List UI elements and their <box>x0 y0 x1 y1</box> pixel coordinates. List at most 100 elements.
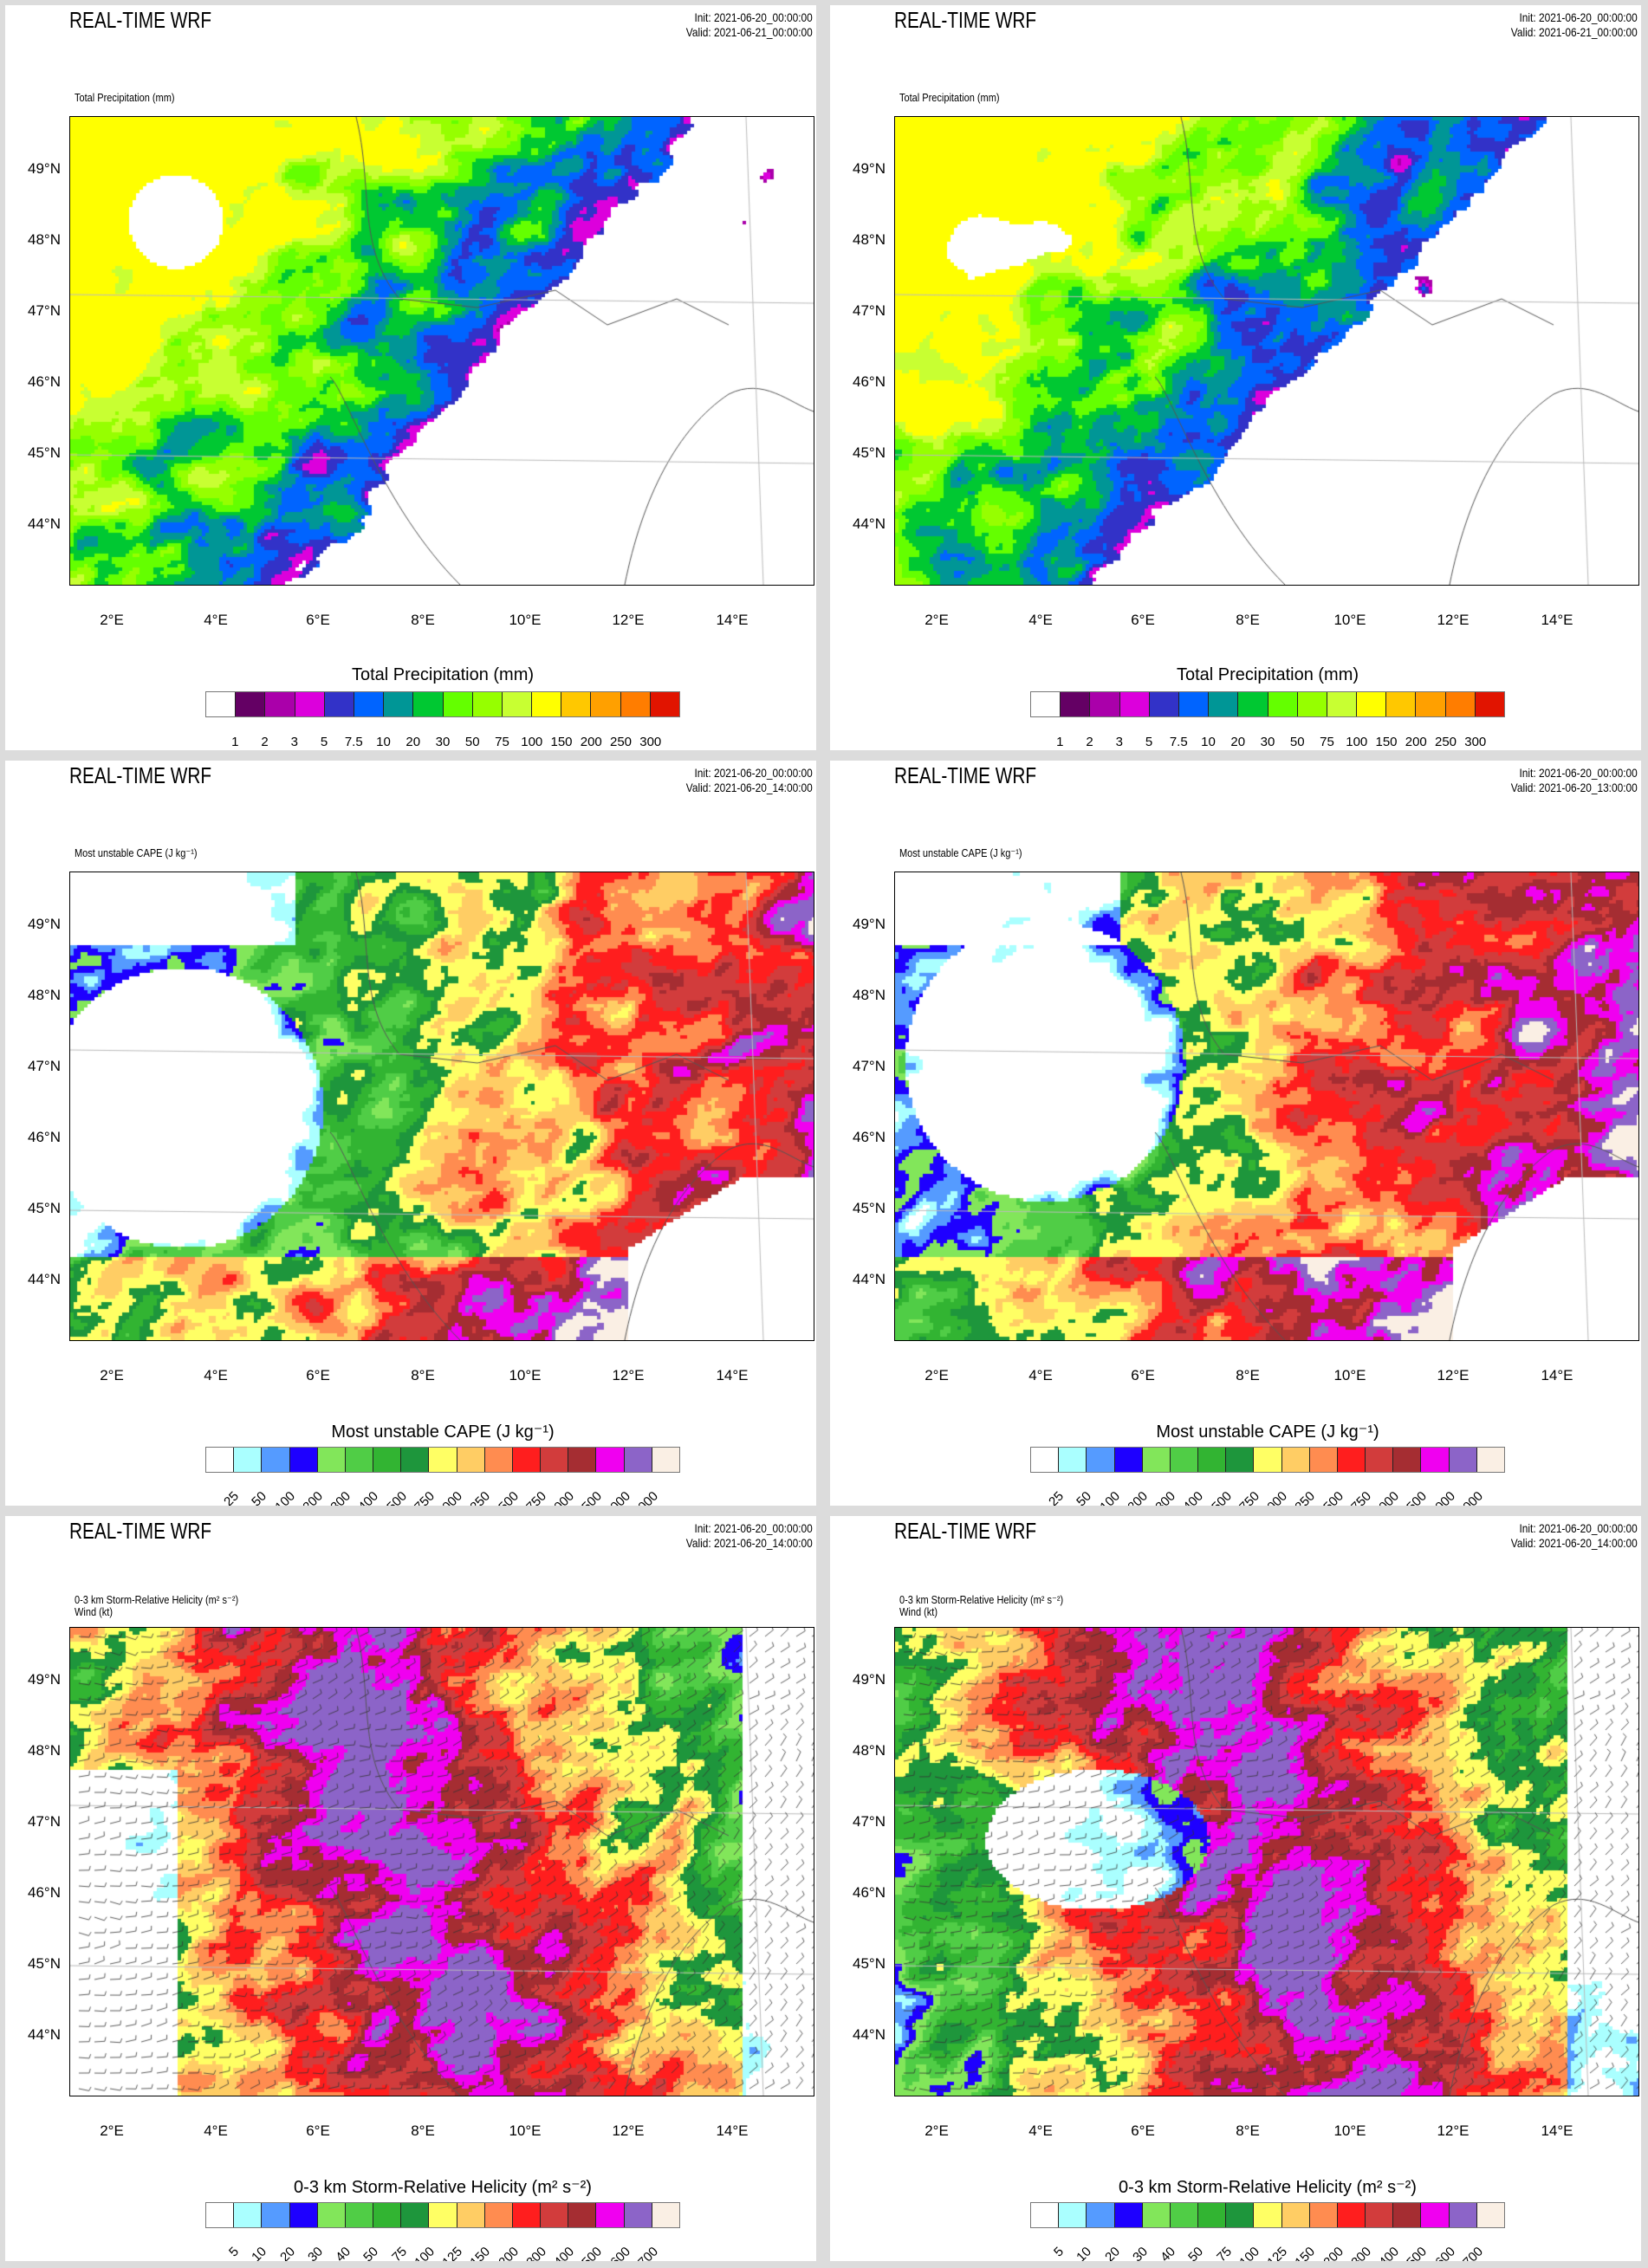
colorbar-swatch <box>541 1448 569 1472</box>
colorbar-swatch <box>1059 1448 1087 1472</box>
field-name: Total Precipitation (mm) <box>899 92 1000 104</box>
colorbar-swatch <box>1238 692 1268 716</box>
colorbar-tick-label: 50 <box>1289 735 1305 749</box>
latitude-label: 46°N <box>853 1129 886 1145</box>
longitude-label: 12°E <box>1437 1367 1470 1383</box>
colorbar-swatch <box>373 1448 402 1472</box>
colorbar-swatch <box>1031 692 1061 716</box>
map-field-canvas[interactable] <box>70 1628 814 2096</box>
longitude-label: 14°E <box>716 2122 749 2139</box>
colorbar <box>205 691 680 717</box>
longitude-label: 6°E <box>1131 2122 1155 2139</box>
longitude-label: 10°E <box>509 612 542 628</box>
map-panel-cape-2: REAL-TIME WRF Init: 2021-06-20_00:00:00 Va… <box>830 761 1641 1506</box>
map-field-canvas[interactable] <box>70 117 814 585</box>
colorbar-swatch <box>1061 692 1091 716</box>
field-name: Total Precipitation (mm) <box>75 92 175 104</box>
field-name: Most unstable CAPE (J kg⁻¹) <box>75 847 198 859</box>
latitude-label: 46°N <box>28 1129 61 1145</box>
colorbar-tick-label: 1750 <box>1343 1488 1374 1506</box>
colorbar-tick-label: 75 <box>1213 2244 1235 2261</box>
panel-title: REAL-TIME WRF <box>894 762 1037 788</box>
colorbar-tick-label: 20 <box>276 2244 298 2261</box>
colorbar-tick-label: 30 <box>1260 735 1275 749</box>
latitude-label: 49°N <box>28 916 61 932</box>
map-plot-area[interactable] <box>894 1627 1639 2096</box>
colorbar-tick-label: 200 <box>1125 1488 1151 1506</box>
longitude-label: 2°E <box>100 2122 124 2139</box>
map-plot-area[interactable] <box>894 872 1639 1341</box>
colorbar-swatch <box>1031 2203 1060 2227</box>
legend-title: Total Precipitation (mm) <box>1176 665 1359 684</box>
colorbar-tick-label: 700 <box>635 2244 661 2261</box>
colorbar-tick-label: 300 <box>1464 735 1487 749</box>
init-time: Init: 2021-06-20_00:00:00 <box>1519 10 1638 24</box>
longitude-label: 8°E <box>1236 2122 1260 2139</box>
colorbar-swatch <box>289 2203 318 2227</box>
longitude-label: 10°E <box>1333 2122 1366 2139</box>
map-panel-cape-1: REAL-TIME WRF Init: 2021-06-20_00:00:00 Va… <box>5 761 816 1506</box>
longitude-label: 8°E <box>411 1367 435 1383</box>
colorbar-swatch <box>384 692 414 716</box>
colorbar-tick-label: 50 <box>1074 1488 1095 1506</box>
colorbar-tick-label: 75 <box>1320 735 1334 749</box>
map-plot-area[interactable] <box>69 872 814 1341</box>
field-name: 0-3 km Storm-Relative Helicity (m² s⁻²) <box>75 1594 239 1606</box>
colorbar-swatch <box>1114 1448 1143 1472</box>
colorbar-tick-label: 3 <box>290 735 298 749</box>
latitude-label: 47°N <box>28 302 61 319</box>
colorbar-tick-label: 2000 <box>546 1488 578 1506</box>
colorbar-swatch <box>295 692 325 716</box>
map-plot-area[interactable] <box>69 1627 814 2096</box>
colorbar-swatch <box>1309 2203 1338 2227</box>
colorbar-tick-label: 2 <box>261 735 269 749</box>
colorbar-swatch <box>413 692 444 716</box>
colorbar-tick-label: 75 <box>495 735 509 749</box>
colorbar-swatch <box>457 1448 485 1472</box>
colorbar-swatch <box>1254 1448 1282 1472</box>
latitude-label: 45°N <box>28 1200 61 1216</box>
colorbar-tick-label: 300 <box>328 1488 354 1506</box>
colorbar-swatch <box>1226 1448 1255 1472</box>
colorbar-swatch <box>401 2203 430 2227</box>
legend-title: Most unstable CAPE (J kg⁻¹) <box>1156 1422 1379 1442</box>
map-panel-srh-1: REAL-TIME WRF Init: 2021-06-20_00:00:00 Va… <box>5 1516 816 2261</box>
panel-title: REAL-TIME WRF <box>894 7 1037 33</box>
colorbar-swatch <box>1416 692 1446 716</box>
map-field-canvas[interactable] <box>70 872 814 1340</box>
colorbar-tick-label: 1750 <box>518 1488 549 1506</box>
latitude-label: 48°N <box>28 987 61 1003</box>
colorbar-tick-label: 600 <box>607 2244 633 2261</box>
map-field-canvas[interactable] <box>895 872 1638 1340</box>
wind-subtitle: Wind (kt) <box>75 1606 113 1618</box>
colorbar-swatch <box>206 1448 235 1472</box>
colorbar-tick-label: 300 <box>1152 1488 1179 1506</box>
latitude-label: 49°N <box>853 1671 886 1688</box>
map-field-canvas[interactable] <box>895 1628 1638 2096</box>
colorbar-tick-label: 700 <box>1460 2244 1486 2261</box>
field-name: Most unstable CAPE (J kg⁻¹) <box>899 847 1022 859</box>
latitude-label: 44°N <box>28 1271 61 1287</box>
field-name: 0-3 km Storm-Relative Helicity (m² s⁻²) <box>899 1594 1064 1606</box>
map-plot-area[interactable] <box>894 116 1639 586</box>
colorbar-tick-label: 125 <box>439 2244 466 2261</box>
colorbar-tick-label: 3000 <box>601 1488 633 1506</box>
colorbar-tick-label: 5 <box>320 735 328 749</box>
colorbar-swatch <box>484 2203 513 2227</box>
colorbar-swatch <box>373 2203 402 2227</box>
colorbar-swatch <box>1476 2203 1504 2227</box>
colorbar-swatch <box>262 2203 290 2227</box>
colorbar-tick-label: 3 <box>1115 735 1123 749</box>
colorbar-swatch <box>1327 692 1358 716</box>
field-subtitle: Total Precipitation (mm) <box>899 92 1000 104</box>
latitude-label: 48°N <box>853 987 886 1003</box>
colorbar-swatch <box>568 2203 597 2227</box>
colorbar-swatch <box>1449 1448 1477 1472</box>
colorbar-swatch <box>1087 1448 1115 1472</box>
colorbar-swatch <box>317 1448 346 1472</box>
colorbar-swatch <box>1393 2203 1422 2227</box>
map-plot-area[interactable] <box>69 116 814 586</box>
colorbar-swatch <box>1476 1448 1504 1472</box>
colorbar-swatch <box>401 1448 430 1472</box>
map-field-canvas[interactable] <box>895 117 1638 585</box>
